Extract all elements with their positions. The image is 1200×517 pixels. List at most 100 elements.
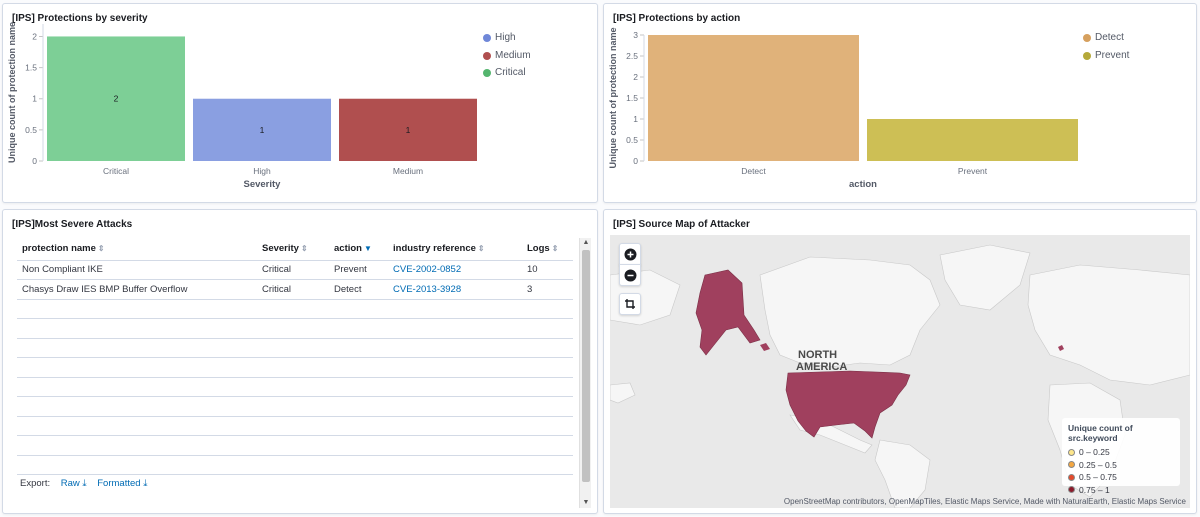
legend-item-medium[interactable]: Medium xyxy=(483,50,531,61)
cell-industry-reference-link[interactable]: CVE-2002-0852 xyxy=(388,260,522,280)
cell-logs: 3 xyxy=(522,279,573,300)
map-attribution: OpenStreetMap contributors, OpenMapTiles… xyxy=(783,497,1186,506)
column-label: industry reference xyxy=(393,243,476,255)
map-panel: [IPS] Source Map of Attacker xyxy=(603,209,1197,514)
action-bar-chart: 0 0.5 1 1.5 2 2.5 3 Unique count of protection … xyxy=(608,28,1078,190)
empty-row xyxy=(17,338,573,358)
column-header-industry-reference[interactable]: industry reference ⇕ xyxy=(388,238,522,261)
export-bar: Export: Raw ⤓ Formatted ⤓ xyxy=(20,478,147,489)
empty-row xyxy=(17,357,573,378)
x-tick-label: Critical xyxy=(103,166,129,176)
column-label: protection name xyxy=(22,243,96,255)
scroll-down-icon[interactable]: ▼ xyxy=(582,499,590,506)
map-legend-item: 0.5 – 0.75 xyxy=(1068,471,1174,484)
cell-protection-name: Chasys Draw IES BMP Buffer Overflow xyxy=(17,279,257,300)
y-tick-label: 0 xyxy=(633,156,638,166)
empty-row xyxy=(17,396,573,417)
y-axis-label: Unique count of protection name xyxy=(608,28,618,169)
y-tick-label: 1.5 xyxy=(626,93,638,103)
bar-high[interactable] xyxy=(193,98,331,161)
y-tick-label: 1.5 xyxy=(25,63,37,73)
attacks-table: protection name ⇕ Severity ⇕ action ▼ indus… xyxy=(17,238,573,475)
alaska-region xyxy=(695,269,761,356)
column-header-severity[interactable]: Severity ⇕ xyxy=(257,238,329,261)
attacks-panel: [IPS]Most Severe Attacks protection name… xyxy=(2,209,598,514)
cell-protection-name: Non Compliant IKE xyxy=(17,260,257,280)
region-label: AMERICA xyxy=(796,361,847,373)
x-tick-label: High xyxy=(253,166,271,176)
draw-bounds-button[interactable] xyxy=(619,293,641,315)
y-tick-label: 0.5 xyxy=(25,125,37,135)
export-label: Export: xyxy=(20,478,51,489)
column-header-action[interactable]: action ▼ xyxy=(329,238,388,261)
x-axis-label: action xyxy=(849,179,877,190)
scroll-up-icon[interactable]: ▲ xyxy=(582,239,590,246)
scroll-thumb[interactable] xyxy=(582,250,590,482)
y-axis-label: Unique count of protection name xyxy=(7,22,17,163)
panel-title: [IPS] Protections by action xyxy=(613,13,741,24)
bar-detect[interactable] xyxy=(648,35,859,161)
legend-item-prevent[interactable]: Prevent xyxy=(1083,50,1129,61)
legend-label: Medium xyxy=(495,50,531,61)
export-raw-link[interactable]: Raw ⤓ xyxy=(61,478,87,489)
usa-region xyxy=(785,370,911,439)
table-row: Chasys Draw IES BMP Buffer Overflow Crit… xyxy=(17,279,573,300)
zoom-in-button[interactable] xyxy=(619,243,641,265)
region-label: NORTH xyxy=(798,349,837,361)
legend-dot-icon xyxy=(483,51,491,60)
empty-row xyxy=(17,416,573,436)
map-legend-label: 0.5 – 0.75 xyxy=(1079,472,1117,483)
column-header-protection-name[interactable]: protection name ⇕ xyxy=(17,238,257,261)
column-header-logs[interactable]: Logs ⇕ xyxy=(522,238,573,261)
bar-prevent[interactable] xyxy=(867,119,1078,161)
map-legend-label: 0 – 0.25 xyxy=(1079,447,1110,458)
legend-label: Detect xyxy=(1095,32,1124,43)
panel-title: [IPS]Most Severe Attacks xyxy=(12,219,133,230)
export-formatted-link[interactable]: Formatted ⤓ xyxy=(97,478,147,489)
bar-medium[interactable] xyxy=(339,98,477,161)
x-tick-label: Prevent xyxy=(958,166,988,176)
y-tick-label: 2 xyxy=(32,31,37,41)
y-tick-label: 2 xyxy=(633,72,638,82)
column-label: Severity xyxy=(262,243,299,255)
map-legend: Unique count of src.keyword 0 – 0.25 0.2… xyxy=(1062,418,1180,495)
zoom-out-button[interactable] xyxy=(619,264,641,286)
cell-action: Detect xyxy=(329,279,388,300)
legend-dot-icon xyxy=(1083,33,1091,42)
legend-item-critical[interactable]: Critical xyxy=(483,67,526,78)
y-tick-label: 2.5 xyxy=(626,51,638,61)
bar-critical[interactable] xyxy=(47,36,185,161)
y-tick-label: 0 xyxy=(32,156,37,166)
swatch-icon xyxy=(1068,473,1075,481)
column-label: Logs xyxy=(527,243,550,255)
legend-item-high[interactable]: High xyxy=(483,32,516,43)
empty-row xyxy=(17,318,573,339)
crop-icon xyxy=(625,299,635,309)
swatch-icon xyxy=(1068,461,1075,469)
sort-icon: ⇕ xyxy=(300,244,308,254)
legend-dot-icon xyxy=(1083,51,1091,60)
export-formatted-label: Formatted xyxy=(97,478,141,489)
empty-row xyxy=(17,435,573,456)
y-tick-label: 1 xyxy=(633,114,638,124)
cell-industry-reference-link[interactable]: CVE-2013-3928 xyxy=(388,279,522,300)
download-icon: ⤓ xyxy=(143,478,148,489)
legend-item-detect[interactable]: Detect xyxy=(1083,32,1124,43)
column-label: action xyxy=(334,243,362,255)
zoom-in-icon xyxy=(624,248,636,260)
legend-label: Critical xyxy=(495,67,526,78)
world-map[interactable]: NORTH AMERICA Unique count of src.keywor… xyxy=(610,235,1190,508)
export-raw-label: Raw xyxy=(60,478,80,489)
swatch-icon xyxy=(1068,448,1075,456)
data-label: 2 xyxy=(114,94,119,104)
sort-icon: ⇕ xyxy=(97,244,105,254)
map-legend-item: 0 – 0.25 xyxy=(1068,446,1174,459)
map-legend-label: 0.75 – 1 xyxy=(1079,484,1110,495)
table-row: Non Compliant IKE Critical Prevent CVE-2… xyxy=(17,260,573,280)
cell-action: Prevent xyxy=(329,260,388,280)
severity-panel: [IPS] Protections by severity 0 0.5 1 1.5 2 U… xyxy=(2,3,598,203)
download-icon: ⤓ xyxy=(82,478,87,489)
legend-label: High xyxy=(495,32,516,43)
vertical-scrollbar[interactable]: ▲ ▼ xyxy=(579,238,591,508)
legend-dot-icon xyxy=(483,33,491,42)
